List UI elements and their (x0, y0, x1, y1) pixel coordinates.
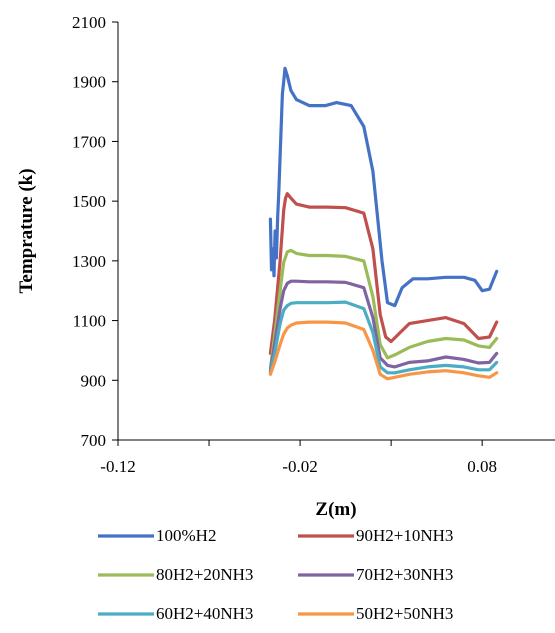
legend-item: 90H2+10NH3 (298, 526, 453, 545)
plot-area: 700 900 1100 1300 1500 1700 1900 2100 -0.12 -0.0… (72, 13, 555, 476)
series-line (268, 192, 499, 355)
y-tick-label: 1700 (72, 132, 106, 151)
series-line (268, 248, 499, 370)
legend-label: 70H2+30NH3 (356, 565, 453, 584)
legend-label: 90H2+10NH3 (356, 526, 453, 545)
x-tick-label: -0.12 (100, 457, 135, 476)
y-tick-label: 700 (81, 431, 107, 450)
legend-label: 100%H2 (156, 526, 216, 545)
x-tick-label: 0.08 (467, 457, 497, 476)
series-line (268, 300, 499, 375)
legend: 100%H2 90H2+10NH3 80H2+20NH3 70H2+30NH3 60H2… (98, 526, 453, 623)
legend-item: 50H2+50NH3 (298, 604, 453, 623)
x-tick-label: -0.02 (282, 457, 317, 476)
legend-item: 100%H2 (98, 526, 216, 545)
y-axis-title: Temprature (k) (16, 168, 37, 293)
series-line (268, 66, 499, 308)
y-tick-label: 1300 (72, 252, 106, 271)
y-tick-label: 1500 (72, 192, 106, 211)
legend-item: 60H2+40NH3 (98, 604, 253, 623)
legend-item: 70H2+30NH3 (298, 565, 453, 584)
series-lines (268, 66, 499, 381)
legend-item: 80H2+20NH3 (98, 565, 253, 584)
legend-label: 60H2+40NH3 (156, 604, 253, 623)
y-tick-label: 2100 (72, 13, 106, 32)
y-tick-label: 900 (81, 371, 107, 390)
series-line (268, 320, 499, 381)
y-tick-label: 1900 (72, 73, 106, 92)
y-axis-ticks: 700 900 1100 1300 1500 1700 1900 2100 (72, 13, 118, 450)
legend-label: 80H2+20NH3 (156, 565, 253, 584)
y-tick-label: 1100 (73, 312, 106, 331)
series-line (268, 279, 499, 373)
x-axis-ticks: -0.12 -0.02 0.08 (100, 440, 497, 476)
x-axis-title: Z(m) (315, 499, 356, 520)
legend-label: 50H2+50NH3 (356, 604, 453, 623)
